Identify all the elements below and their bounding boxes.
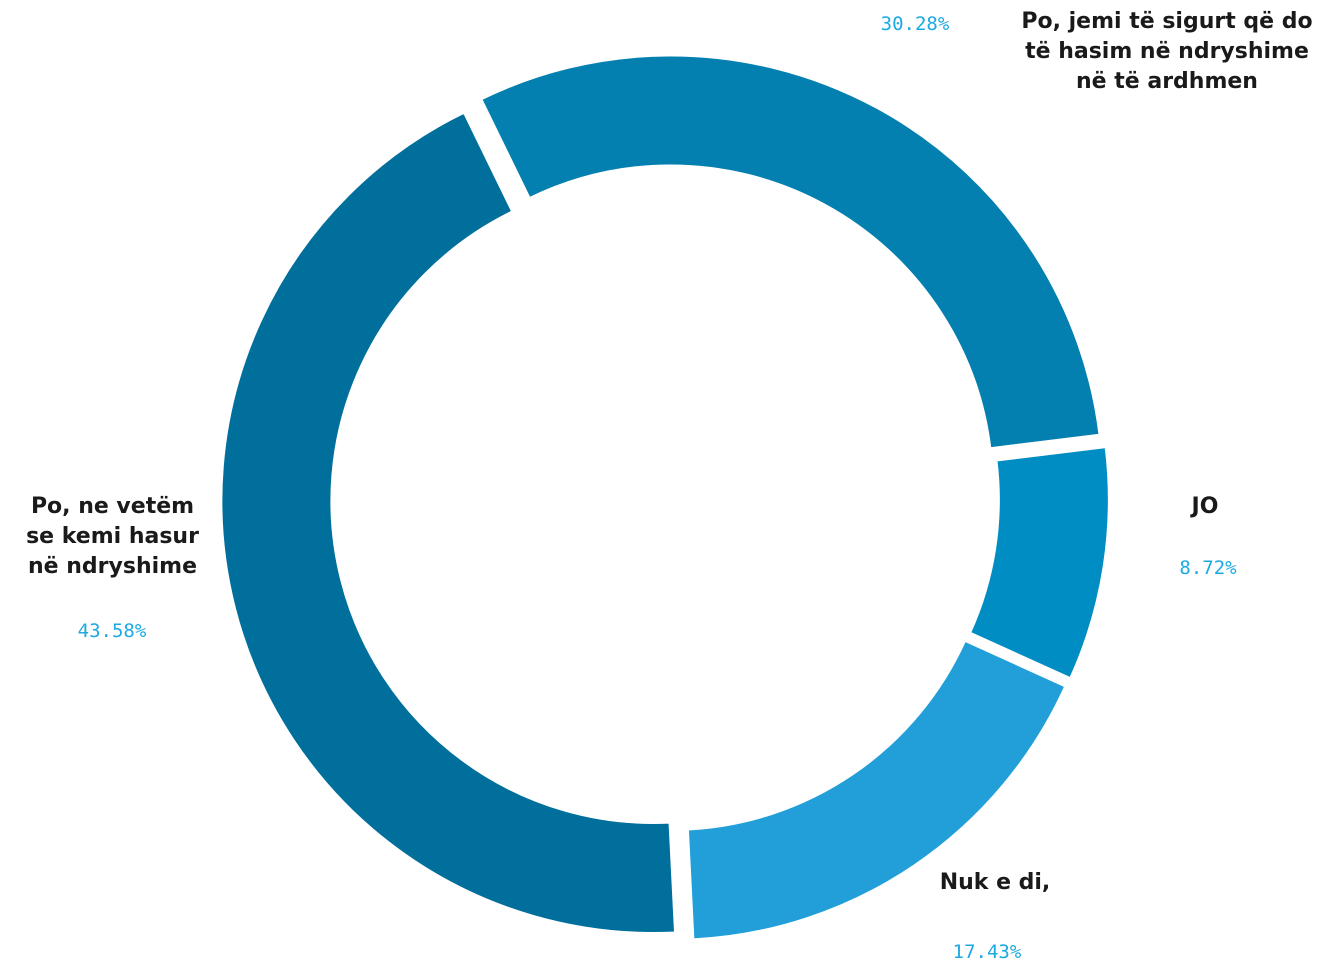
donut-slice-no xyxy=(968,446,1110,680)
slice-value-no: 8.72% xyxy=(1179,557,1237,579)
slice-label-no: JO xyxy=(1170,492,1240,522)
slice-label-dont-know: Nuk e di, xyxy=(925,868,1065,898)
slice-label-dont-know-line-1: Nuk e di, xyxy=(939,870,1051,895)
slice-label-sure-line-3: në të ardhmen xyxy=(1076,69,1258,94)
slice-label-already: Po, ne vetëm se kemi hasur në ndryshime xyxy=(0,492,225,582)
donut-slice-already xyxy=(220,111,677,934)
slice-label-sure-line-1: Po, jemi të sigurt që do xyxy=(1021,9,1313,34)
slice-label-already-line-2: se kemi hasur xyxy=(26,524,199,549)
slice-value-sure: 30.28% xyxy=(880,13,950,35)
slice-value-already: 43.58% xyxy=(77,620,147,642)
donut-slice-dont-know xyxy=(686,639,1067,941)
donut-slice-sure xyxy=(480,54,1101,450)
slice-label-sure-line-2: të hasim në ndryshime xyxy=(1025,39,1309,64)
slice-value-dont-know: 17.43% xyxy=(952,941,1022,963)
slice-label-already-line-1: Po, ne vetëm xyxy=(30,494,195,519)
slice-label-no-line-1: JO xyxy=(1191,494,1219,519)
slice-label-sure: Po, jemi të sigurt që do të hasim në ndr… xyxy=(1002,7,1332,97)
slice-label-already-line-3: në ndryshime xyxy=(28,554,197,579)
